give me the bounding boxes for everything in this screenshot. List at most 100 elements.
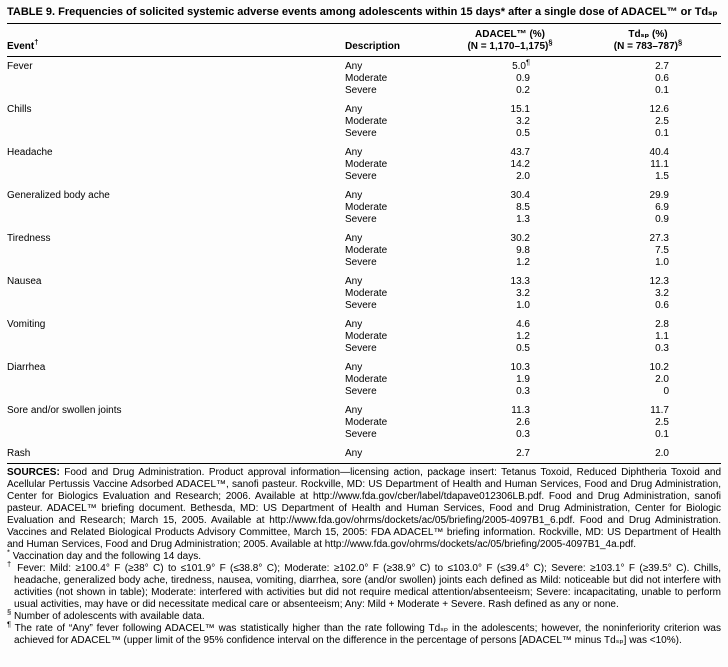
description-cell: Moderate bbox=[345, 73, 388, 84]
footnote: † Fever: Mild: ≥100.4° F (≥38° C) to ≤10… bbox=[7, 559, 722, 610]
tdsp-value-cell: 0.1 bbox=[655, 429, 669, 440]
footnote-marker: * bbox=[7, 547, 10, 557]
event-cell bbox=[7, 288, 345, 300]
table-row: Moderate 14.2 11.1 bbox=[7, 159, 721, 171]
adacel-value-cell: 10.3 bbox=[510, 362, 530, 373]
table-row: Chills Any 15.1 12.6 bbox=[7, 97, 721, 116]
tdsp-value-cell: 0 bbox=[663, 386, 669, 397]
table-row: Headache Any 43.7 40.4 bbox=[7, 140, 721, 159]
description-cell: Any bbox=[345, 405, 363, 416]
event-cell: Diarrhea bbox=[7, 362, 46, 373]
event-cell bbox=[7, 73, 345, 85]
description-cell: Moderate bbox=[345, 417, 388, 428]
tdsp-value-cell: 0.9 bbox=[655, 214, 669, 225]
description-cell: Any bbox=[345, 276, 363, 287]
adacel-value-cell: 11.3 bbox=[511, 405, 530, 416]
table-row: Vomiting Any 4.6 2.8 bbox=[7, 312, 721, 331]
description-cell: Severe bbox=[345, 85, 377, 96]
event-cell bbox=[7, 386, 345, 398]
event-cell bbox=[7, 374, 345, 386]
description-cell: Any bbox=[345, 319, 363, 330]
table-row: Moderate 1.9 2.0 bbox=[7, 374, 721, 386]
event-cell bbox=[7, 331, 345, 343]
description-cell: Any bbox=[345, 104, 363, 115]
description-cell: Any bbox=[345, 147, 363, 158]
event-cell bbox=[7, 171, 345, 183]
description-cell: Moderate bbox=[345, 245, 388, 256]
adacel-value-cell: 0.3 bbox=[516, 386, 530, 397]
table-row: Severe 0.3 0 bbox=[7, 386, 721, 398]
table-row: Severe 2.0 1.5 bbox=[7, 171, 721, 183]
table-row: Severe 0.5 0.3 bbox=[7, 343, 721, 355]
table-row: Generalized body ache Any 30.4 29.9 bbox=[7, 183, 721, 202]
event-cell: Nausea bbox=[7, 276, 42, 287]
adacel-value-cell: 14.2 bbox=[510, 159, 530, 170]
table-row: Moderate 1.2 1.1 bbox=[7, 331, 721, 343]
adverse-events-table: ADACEL™ (%) Tdₛₚ (%) Event† Description … bbox=[7, 24, 721, 464]
footnotes-section: SOURCES: Food and Drug Administration. P… bbox=[7, 464, 721, 647]
table-row: Moderate 0.9 0.6 bbox=[7, 73, 721, 85]
tdsp-value-cell: 2.5 bbox=[655, 116, 669, 127]
table-row: Moderate 2.6 2.5 bbox=[7, 417, 721, 429]
tdsp-column-header-line2: (N = 783–787)§ bbox=[575, 38, 721, 57]
description-cell: Severe bbox=[345, 257, 377, 268]
footnote: * Vaccination day and the following 14 d… bbox=[7, 547, 201, 562]
adacel-value-cell: 2.6 bbox=[516, 417, 530, 428]
tdsp-value-cell: 1.5 bbox=[655, 171, 669, 182]
sources-note: SOURCES: Food and Drug Administration. P… bbox=[7, 467, 721, 551]
description-cell: Severe bbox=[345, 343, 377, 354]
tdsp-column-header-line1: Tdₛₚ (%) bbox=[628, 29, 668, 40]
tdsp-value-cell: 2.5 bbox=[655, 417, 669, 428]
tdsp-value-cell: 29.9 bbox=[649, 190, 669, 201]
description-cell: Any bbox=[345, 233, 363, 244]
tdsp-value-cell: 7.5 bbox=[655, 245, 669, 256]
table-row: Fever Any 5.0¶ 2.7 bbox=[7, 57, 721, 74]
table-row: Diarrhea Any 10.3 10.2 bbox=[7, 355, 721, 374]
description-cell: Severe bbox=[345, 300, 377, 311]
adacel-value-cell: 1.9 bbox=[516, 374, 530, 385]
footnote-marker: ¶ bbox=[7, 619, 12, 629]
footnote-marker: § bbox=[7, 607, 12, 617]
event-cell: Vomiting bbox=[7, 319, 46, 330]
tdsp-value-cell: 12.6 bbox=[649, 104, 669, 115]
event-cell bbox=[7, 417, 345, 429]
table-row: Sore and/or swollen joints Any 11.3 11.7 bbox=[7, 398, 721, 417]
tdsp-value-cell: 3.2 bbox=[655, 288, 669, 299]
table-header: ADACEL™ (%) Tdₛₚ (%) Event† Description … bbox=[7, 24, 721, 57]
event-cell bbox=[7, 128, 345, 140]
tdsp-value-cell: 2.7 bbox=[655, 61, 669, 72]
description-cell: Any bbox=[345, 448, 363, 459]
adacel-value-cell: 1.3 bbox=[516, 214, 530, 225]
table-row: Moderate 8.5 6.9 bbox=[7, 202, 721, 214]
event-cell bbox=[7, 257, 345, 269]
table-row: Severe 1.2 1.0 bbox=[7, 257, 721, 269]
table-row: Severe 0.3 0.1 bbox=[7, 429, 721, 441]
footnote-list: * Vaccination day and the following 14 d… bbox=[7, 547, 722, 647]
table-row: Tiredness Any 30.2 27.3 bbox=[7, 226, 721, 245]
event-cell: Rash bbox=[7, 448, 31, 459]
description-cell: Moderate bbox=[345, 159, 388, 170]
adacel-value-cell: 30.2 bbox=[510, 233, 530, 244]
tdsp-value-cell: 2.0 bbox=[655, 448, 669, 459]
tdsp-value-cell: 0.1 bbox=[655, 128, 669, 139]
description-cell: Any bbox=[345, 362, 363, 373]
event-cell: Generalized body ache bbox=[7, 190, 110, 201]
sources-text: Food and Drug Administration. Product ap… bbox=[7, 467, 722, 550]
adacel-value-cell: 15.1 bbox=[510, 104, 530, 115]
event-cell: Fever bbox=[7, 61, 33, 72]
table-row: Moderate 3.2 3.2 bbox=[7, 288, 721, 300]
sources-label: SOURCES: bbox=[7, 467, 60, 478]
table-row: Severe 0.2 0.1 bbox=[7, 85, 721, 97]
header-row-1: ADACEL™ (%) Tdₛₚ (%) bbox=[7, 24, 721, 41]
tdsp-value-cell: 11.1 bbox=[650, 159, 669, 170]
adacel-value-cell: 0.5 bbox=[516, 128, 530, 139]
adacel-value-cell: 9.8 bbox=[516, 245, 530, 256]
event-cell bbox=[7, 300, 345, 312]
tdsp-value-cell: 0.6 bbox=[655, 73, 669, 84]
description-cell: Severe bbox=[345, 171, 377, 182]
description-cell: Moderate bbox=[345, 374, 388, 385]
adacel-column-header-line1: ADACEL™ (%) bbox=[475, 29, 545, 40]
table-row: Severe 0.5 0.1 bbox=[7, 128, 721, 140]
table-body: Fever Any 5.0¶ 2.7 Moderate 0.9 0.6 Severe 0.2 0.… bbox=[7, 57, 721, 464]
